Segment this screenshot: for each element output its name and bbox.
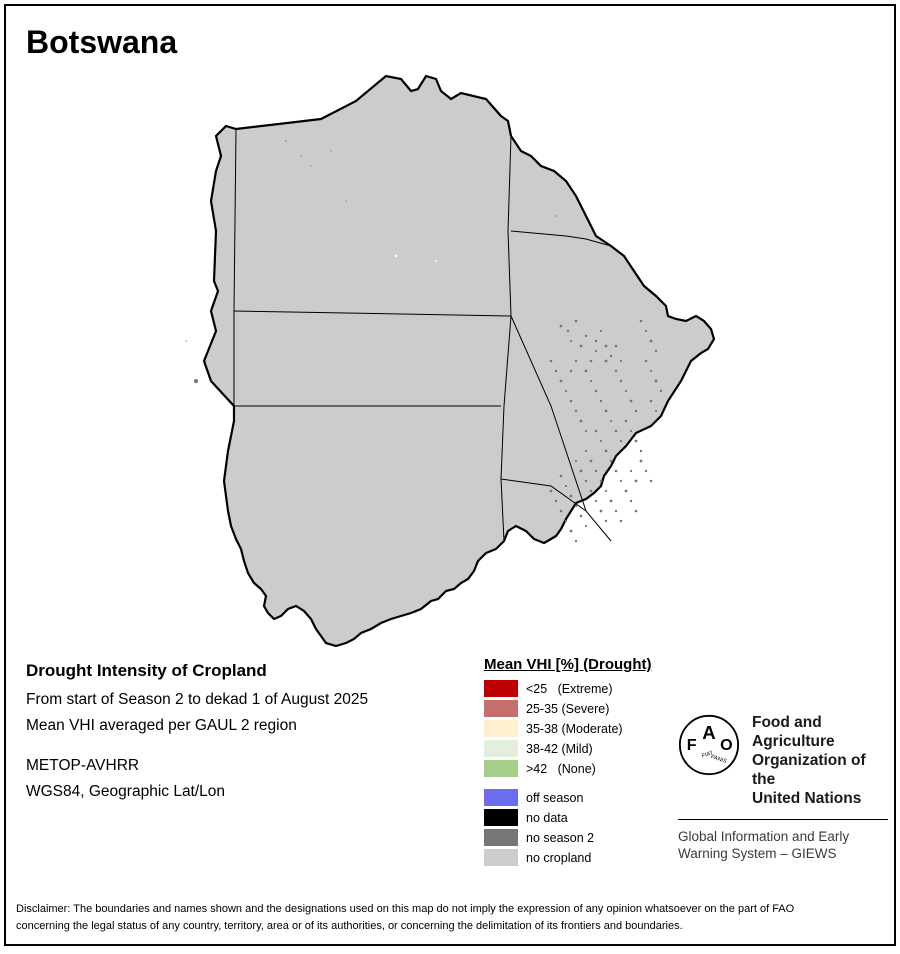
map-svg <box>156 61 776 651</box>
legend-label-7: no season 2 <box>526 831 594 845</box>
legend-label-1: 25-35 (Severe) <box>526 702 609 716</box>
legend-item-0: <25 (Extreme) <box>484 679 714 698</box>
svg-text:O: O <box>720 736 733 754</box>
legend-label-4: >42 (None) <box>526 762 596 776</box>
caption-source2: WGS84, Geographic Lat/Lon <box>26 783 466 801</box>
disclaimer-text: Disclaimer: The boundaries and names sho… <box>16 901 888 934</box>
divider <box>678 819 888 820</box>
legend-swatch-5 <box>484 789 518 806</box>
fao-branding: A F O FIAT PANIS Food and Agriculture Or… <box>678 714 893 863</box>
legend-swatch-7 <box>484 829 518 846</box>
legend-label-8: no cropland <box>526 851 591 865</box>
map-report-frame: Botswana <box>4 4 896 946</box>
giews-label: Global Information and Early Warning Sys… <box>678 828 893 863</box>
legend-swatch-1 <box>484 700 518 717</box>
legend-label-2: 35-38 (Moderate) <box>526 722 623 736</box>
legend-label-0: <25 (Extreme) <box>526 682 613 696</box>
country-fill <box>204 76 714 646</box>
legend-swatch-2 <box>484 720 518 737</box>
fao-org-name: Food and Agriculture Organization of the… <box>752 714 893 809</box>
legend-swatch-3 <box>484 740 518 757</box>
caption-subtitle1: From start of Season 2 to dekad 1 of Aug… <box>26 691 466 709</box>
svg-text:PANIS: PANIS <box>710 754 728 765</box>
svg-text:A: A <box>702 722 715 743</box>
fao-logo-icon: A F O FIAT PANIS <box>678 714 740 776</box>
legend-swatch-6 <box>484 809 518 826</box>
legend-swatch-4 <box>484 760 518 777</box>
legend-label-5: off season <box>526 791 583 805</box>
caption-source1: METOP-AVHRR <box>26 757 466 775</box>
legend-swatch-0 <box>484 680 518 697</box>
botswana-map <box>156 61 776 651</box>
legend-label-6: no data <box>526 811 568 825</box>
legend-swatch-8 <box>484 849 518 866</box>
svg-text:F: F <box>687 736 697 754</box>
caption-block: Drought Intensity of Cropland From start… <box>26 661 466 809</box>
legend-title: Mean VHI [%] (Drought) <box>484 656 714 673</box>
caption-heading: Drought Intensity of Cropland <box>26 661 466 681</box>
caption-subtitle2: Mean VHI averaged per GAUL 2 region <box>26 717 466 735</box>
page-title: Botswana <box>26 24 177 61</box>
legend-label-3: 38-42 (Mild) <box>526 742 593 756</box>
